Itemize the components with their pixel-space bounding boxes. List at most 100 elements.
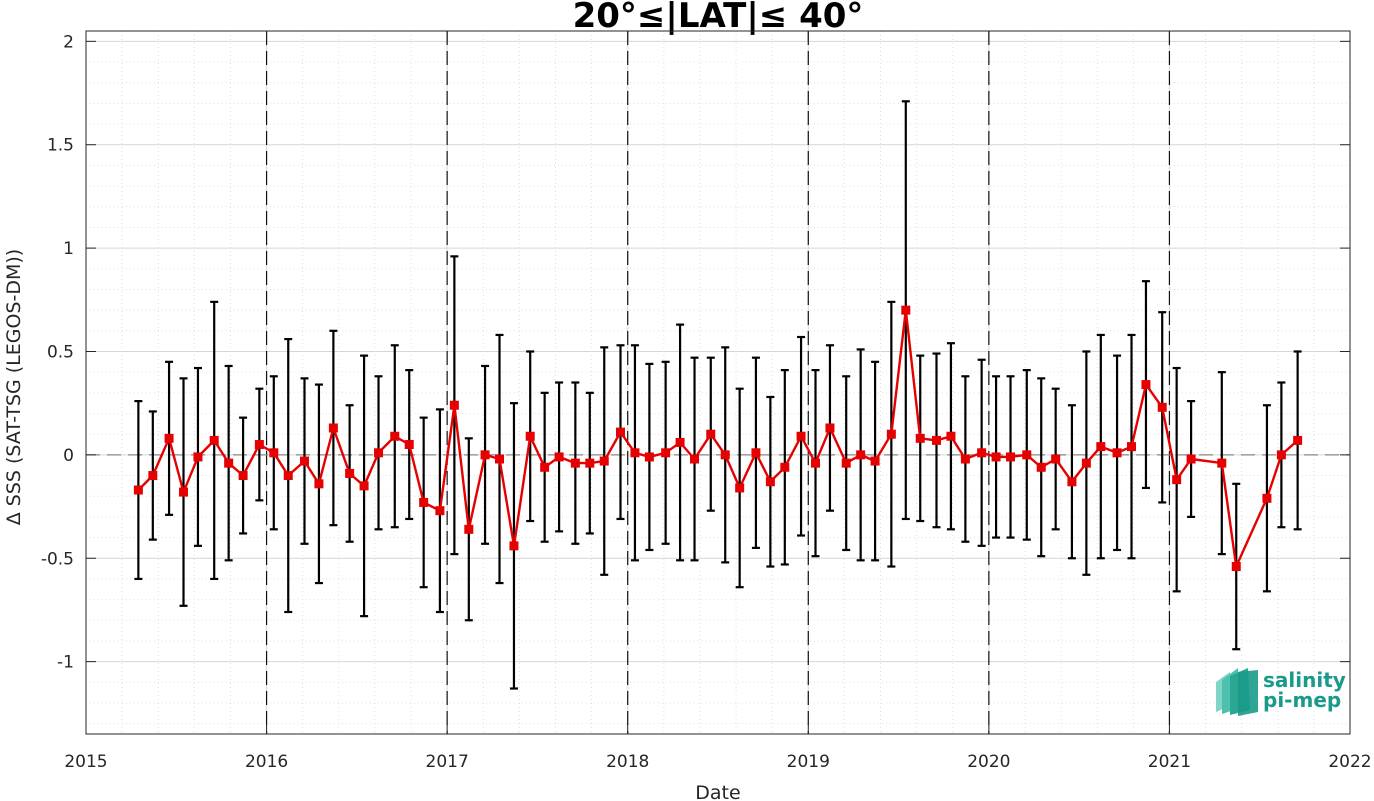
data-point-marker (661, 448, 671, 458)
data-point-marker (870, 456, 880, 466)
data-point-marker (133, 485, 143, 495)
data-point-marker (464, 524, 474, 534)
data-point-marker (675, 437, 685, 447)
data-point-marker (644, 452, 654, 462)
data-point-marker (1036, 462, 1046, 472)
error-bars (134, 100, 1302, 690)
data-point-marker (599, 456, 609, 466)
data-point-marker (314, 479, 324, 489)
series-polyline (137, 308, 1299, 568)
y-tick-label: 2 (63, 32, 74, 52)
data-point-marker (345, 468, 355, 478)
logo-text-line1: salinity (1263, 668, 1346, 692)
data-point-marker (1112, 448, 1122, 458)
data-point-marker (931, 435, 941, 445)
salinity-pi-mep-logo: salinity pi-mep (1216, 668, 1346, 716)
data-point-marker (1217, 458, 1227, 468)
data-point-marker (946, 431, 956, 441)
y-tick-label: 1 (63, 239, 74, 259)
x-tick-label: 2021 (1148, 752, 1191, 772)
data-point-marker (780, 462, 790, 472)
wave-logo-icon (1216, 668, 1258, 716)
data-point-marker (960, 454, 970, 464)
data-point-marker (1231, 562, 1241, 572)
data-point-marker (841, 458, 851, 468)
data-point-marker (901, 305, 911, 315)
chart-title: 20°≤|LAT|≤ 40° (573, 0, 864, 36)
data-point-marker (796, 431, 806, 441)
data-point-marker (495, 454, 505, 464)
data-point-marker (509, 541, 519, 551)
logo-text-line2: pi-mep (1263, 688, 1341, 712)
series-line (137, 308, 1299, 568)
data-point-marker (480, 450, 490, 460)
year-separators (265, 31, 1171, 734)
data-point-marker (1127, 442, 1137, 452)
data-point-marker (449, 400, 459, 410)
data-point-marker (435, 506, 445, 516)
data-point-marker (1262, 493, 1272, 503)
data-point-marker (765, 477, 775, 487)
data-point-marker (254, 440, 264, 450)
data-point-marker (1051, 454, 1061, 464)
data-point-marker (209, 435, 219, 445)
data-point-marker (269, 448, 279, 458)
data-point-marker (390, 431, 400, 441)
grid (85, 31, 1351, 734)
data-point-marker (374, 448, 384, 458)
data-point-marker (991, 452, 1001, 462)
data-point-marker (1186, 454, 1196, 464)
x-tick-label: 2018 (606, 752, 649, 772)
data-point-marker (690, 454, 700, 464)
x-tick-label: 2017 (426, 752, 469, 772)
data-point-marker (1293, 435, 1303, 445)
data-point-marker (1006, 452, 1016, 462)
data-point-marker (977, 448, 987, 458)
data-point-marker (856, 450, 866, 460)
y-tick-label: -1 (57, 653, 74, 673)
data-point-marker (525, 431, 535, 441)
data-point-marker (735, 483, 745, 493)
data-point-marker (419, 497, 429, 507)
data-point-marker (706, 429, 716, 439)
data-point-marker (554, 452, 564, 462)
data-point-marker (1141, 380, 1151, 390)
data-point-marker (238, 471, 248, 481)
y-axis-label: Δ SSS (SAT-TSG (LEGOS-DM)) (3, 249, 25, 525)
data-point-marker (179, 487, 189, 497)
data-point-marker (224, 458, 234, 468)
data-point-marker (283, 471, 293, 481)
axis-ticks: -1 -0.5 0 0.5 1 1.5 2 2015 2016 2017 2018 2019 2020 2… (41, 31, 1372, 772)
data-point-marker (299, 456, 309, 466)
data-point-marker (630, 448, 640, 458)
y-tick-label: 0.5 (47, 342, 74, 362)
data-point-marker (570, 458, 580, 468)
data-point-marker (886, 429, 896, 439)
data-point-marker (915, 433, 925, 443)
x-tick-label: 2022 (1328, 752, 1371, 772)
plot-frame (85, 30, 1351, 735)
data-point-marker (148, 471, 158, 481)
data-point-marker (1096, 442, 1106, 452)
data-point-marker (751, 448, 761, 458)
y-tick-label: 1.5 (47, 136, 74, 156)
data-point-marker (825, 423, 835, 433)
y-tick-label: -0.5 (41, 549, 74, 569)
series-markers (133, 305, 1303, 572)
data-point-marker (193, 452, 203, 462)
data-point-marker (1157, 402, 1167, 412)
data-point-marker (811, 458, 821, 468)
data-point-marker (615, 427, 625, 437)
x-tick-label: 2020 (967, 752, 1010, 772)
x-axis-label: Date (695, 782, 740, 801)
data-point-marker (359, 481, 369, 491)
data-point-marker (1081, 458, 1091, 468)
data-point-marker (720, 450, 730, 460)
y-tick-label: 0 (63, 446, 74, 466)
data-point-marker (1172, 475, 1182, 485)
data-point-marker (585, 458, 595, 468)
data-point-marker (328, 423, 338, 433)
data-point-marker (164, 433, 174, 443)
data-point-marker (1276, 450, 1286, 460)
